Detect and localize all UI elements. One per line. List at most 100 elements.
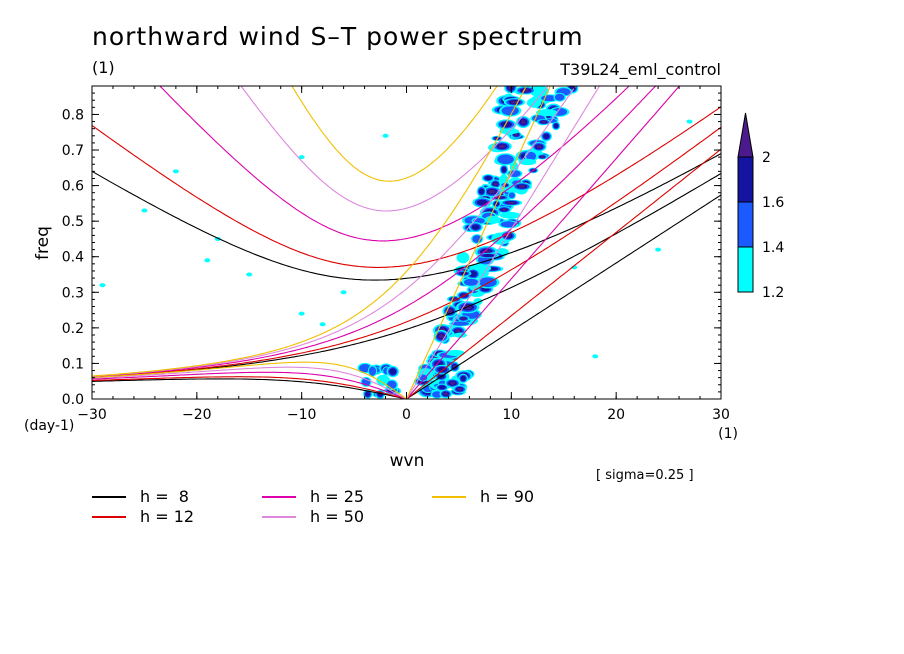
legend-label: h = 12 xyxy=(140,507,195,526)
y-tick-label: 0.8 xyxy=(62,107,84,123)
dispersion-curve-mixed-rossby-gravity xyxy=(92,86,528,377)
spectral-power-blob xyxy=(501,166,507,173)
spectral-power-blob xyxy=(541,120,547,124)
legend-item-h50: h = 50 xyxy=(262,507,364,526)
spectral-power-blob xyxy=(540,155,545,159)
spectral-power-blob xyxy=(500,221,517,228)
spectral-power-blob xyxy=(438,334,444,339)
dispersion-curve-inertia-gravity xyxy=(92,153,721,281)
spectral-power-blob xyxy=(478,277,497,288)
spectral-power-blob xyxy=(298,155,305,160)
spectral-power-blob xyxy=(204,258,211,263)
legend-swatch xyxy=(432,495,466,498)
dispersion-curve-mixed-rossby-gravity xyxy=(92,126,721,378)
dispersion-curve-kelvin xyxy=(406,86,601,399)
dispersion-curve-rossby xyxy=(92,376,407,399)
chart-title: northward wind S–T power spectrum xyxy=(92,22,584,51)
spectral-power-blob xyxy=(518,185,526,188)
spectral-power-blob xyxy=(246,272,253,277)
y-tick-label: 0.2 xyxy=(62,321,84,337)
dispersion-curve-inertia-gravity xyxy=(159,86,630,242)
dispersion-curve-inertia-gravity xyxy=(92,106,721,268)
legend-item-h90: h = 90 xyxy=(432,487,534,506)
y-tick-label: 0.1 xyxy=(62,356,84,372)
legend-item-h25: h = 25 xyxy=(262,487,364,506)
x-tick-label: −10 xyxy=(287,407,317,423)
legend-swatch xyxy=(92,495,126,498)
dispersion-curve-kelvin xyxy=(406,194,721,399)
legend-label: h = 8 xyxy=(140,487,189,506)
spectral-power-blob xyxy=(553,123,559,129)
dispersion-curve-kelvin xyxy=(406,148,721,399)
dispersion-curve-rossby xyxy=(92,371,407,399)
spectral-power-blob xyxy=(449,381,456,385)
x-tick-label: 0 xyxy=(402,407,411,423)
spectral-power-blob xyxy=(141,208,148,213)
spectral-power-blob xyxy=(488,189,496,194)
y-tick-label: 0.7 xyxy=(62,143,84,159)
legend-label: h = 25 xyxy=(310,487,365,506)
spectral-power-blob xyxy=(438,385,446,390)
spectral-power-blob xyxy=(172,169,179,174)
x-unit-label: (1) xyxy=(718,426,738,442)
spectral-power-blob xyxy=(510,100,519,104)
dispersion-curve-rossby xyxy=(92,361,407,399)
x-tick-label: 30 xyxy=(712,407,730,423)
spectral-power-blob xyxy=(463,278,479,286)
dispersion-curve-kelvin xyxy=(405,86,551,399)
dispersion-curve-inertia-gravity xyxy=(291,86,498,182)
x-tick-label: −30 xyxy=(77,407,107,423)
legend-item-h12: h = 12 xyxy=(92,507,194,526)
dispersion-curve-rossby xyxy=(92,378,407,399)
y-tick-label: 0.6 xyxy=(62,179,84,195)
spectral-power-blob xyxy=(382,133,389,138)
spectral-power-blob xyxy=(478,188,485,195)
spectral-power-blob xyxy=(484,215,501,224)
spectral-power-blob xyxy=(447,309,453,314)
spectral-power-blob xyxy=(476,199,488,206)
spectral-power-blob xyxy=(543,133,550,140)
spectral-power-blob xyxy=(386,380,397,390)
spectral-power-blob xyxy=(554,93,565,101)
experiment-label: T39L24_eml_control xyxy=(560,60,721,79)
sigma-note: [ sigma=0.25 ] xyxy=(596,468,694,483)
spectral-power-blob xyxy=(655,247,662,252)
spectral-power-blob xyxy=(455,329,461,333)
y-tick-label: 0.0 xyxy=(62,392,84,408)
x-tick-label: 20 xyxy=(607,407,625,423)
spectral-power-blob xyxy=(500,121,512,128)
spectral-power-blob xyxy=(482,254,495,258)
spectral-power-blob xyxy=(340,290,347,295)
spectral-power-blob xyxy=(520,119,526,125)
colorbar-label: 1.2 xyxy=(762,285,784,301)
spectral-power-blob xyxy=(501,208,507,211)
y-tick-label: 0.5 xyxy=(62,214,84,230)
y-tick-label: 0.3 xyxy=(62,285,84,301)
spectral-power-blob xyxy=(686,119,693,124)
spectral-power-blob xyxy=(514,133,519,136)
spectral-power-blob xyxy=(592,354,599,359)
colorbar-arrow xyxy=(737,112,754,158)
spectral-power-blob xyxy=(458,271,468,276)
spectral-power-blob xyxy=(536,145,542,149)
y-axis-label: freq xyxy=(33,226,53,260)
spectral-power-blob xyxy=(526,151,537,161)
y-unit-label: (day-1) xyxy=(24,418,74,434)
spectral-power-blob xyxy=(99,283,106,288)
x-tick-label: −20 xyxy=(182,407,212,423)
x-tick-label: 10 xyxy=(502,407,520,423)
plot-area xyxy=(92,86,721,399)
dispersion-curve-kelvin xyxy=(406,86,681,399)
colorbar-label: 2 xyxy=(762,150,771,166)
spectral-power-blob xyxy=(507,201,515,204)
spectral-power-blob xyxy=(484,175,492,181)
dispersion-curve-mixed-rossby-gravity xyxy=(92,86,577,377)
legend-label: h = 90 xyxy=(480,487,535,506)
y-tick-label: 0.4 xyxy=(62,250,84,266)
spectral-power-blob xyxy=(445,349,465,357)
legend-swatch xyxy=(262,495,296,498)
spectral-power-blob xyxy=(451,321,469,326)
spectral-power-blob xyxy=(471,224,480,230)
spectral-power-blob xyxy=(368,366,377,376)
